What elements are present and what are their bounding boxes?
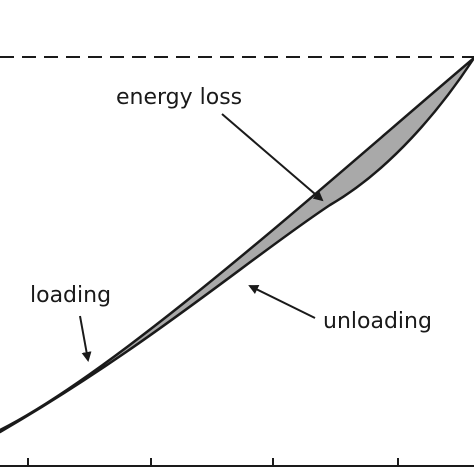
loading-arrow — [79, 315, 92, 362]
energy-loss-label: energy loss — [116, 85, 242, 110]
loading-label: loading — [30, 283, 111, 308]
energy-loss-arrow — [221, 113, 324, 202]
hysteresis-loop — [0, 56, 474, 434]
unloading-label: unloading — [323, 309, 432, 334]
unloading-arrow — [248, 285, 316, 319]
